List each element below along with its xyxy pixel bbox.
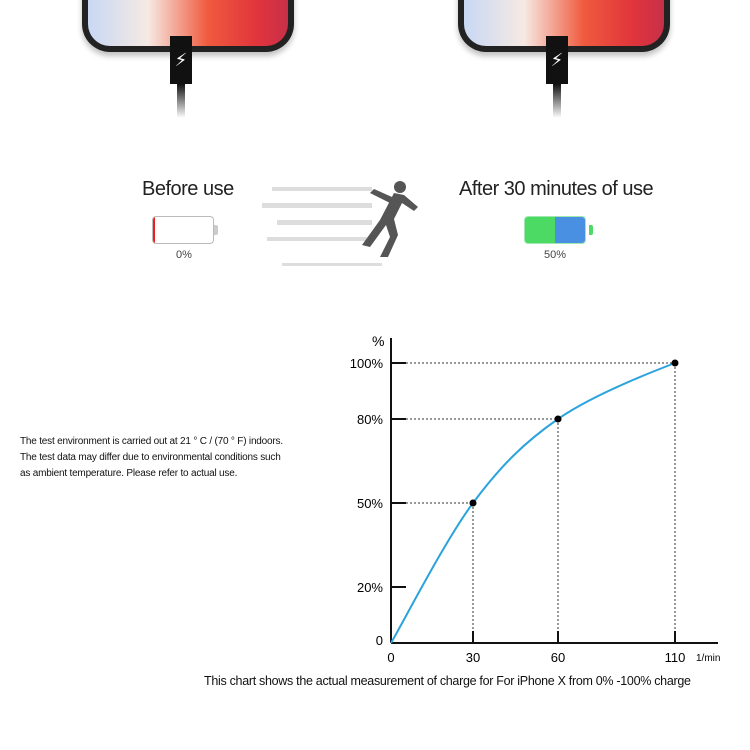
- charge-curve: [390, 362, 676, 644]
- note-line: The test data may differ due to environm…: [20, 452, 281, 463]
- lightning-connector-before: ⚡︎: [170, 36, 192, 84]
- y-tick-label: 80%: [357, 412, 383, 427]
- test-environment-note: The test environment is carried out at 2…: [20, 434, 283, 482]
- y-tick-label: 100%: [350, 356, 384, 371]
- lightning-connector-after: ⚡︎: [546, 36, 568, 84]
- data-point: [554, 415, 562, 423]
- y-tick-label: 50%: [357, 496, 383, 511]
- battery-cap: [589, 225, 593, 235]
- note-line: The test environment is carried out at 2…: [20, 436, 283, 447]
- x-tick-label: 0: [387, 650, 394, 665]
- x-tick-label: 60: [551, 650, 565, 665]
- x-tick-label: 110: [665, 650, 686, 665]
- y-tick-label: 0: [376, 633, 383, 648]
- before-percent: 0%: [176, 249, 192, 261]
- cable-after: [553, 84, 561, 118]
- battery-after: [524, 216, 586, 244]
- lightning-bolt-icon: ⚡︎: [174, 50, 188, 70]
- battery-before: [152, 216, 214, 244]
- runner-illustration: [262, 181, 418, 266]
- x-axis-label: 1/min: [696, 653, 720, 664]
- data-point: [469, 499, 477, 507]
- cable-before: [177, 84, 185, 118]
- y-axis-label: %: [372, 333, 384, 349]
- data-point: [671, 359, 679, 367]
- y-tick-label: 20%: [357, 580, 383, 595]
- after-label: After 30 minutes of use: [459, 178, 654, 200]
- before-label: Before use: [142, 178, 234, 200]
- battery-cap: [214, 225, 218, 235]
- after-percent: 50%: [544, 249, 567, 261]
- x-tick-label: 30: [466, 650, 480, 665]
- lightning-bolt-icon: ⚡︎: [550, 50, 564, 70]
- chart-caption: This chart shows the actual measurement …: [204, 674, 691, 688]
- note-line: as ambient temperature. Please refer to …: [20, 468, 238, 479]
